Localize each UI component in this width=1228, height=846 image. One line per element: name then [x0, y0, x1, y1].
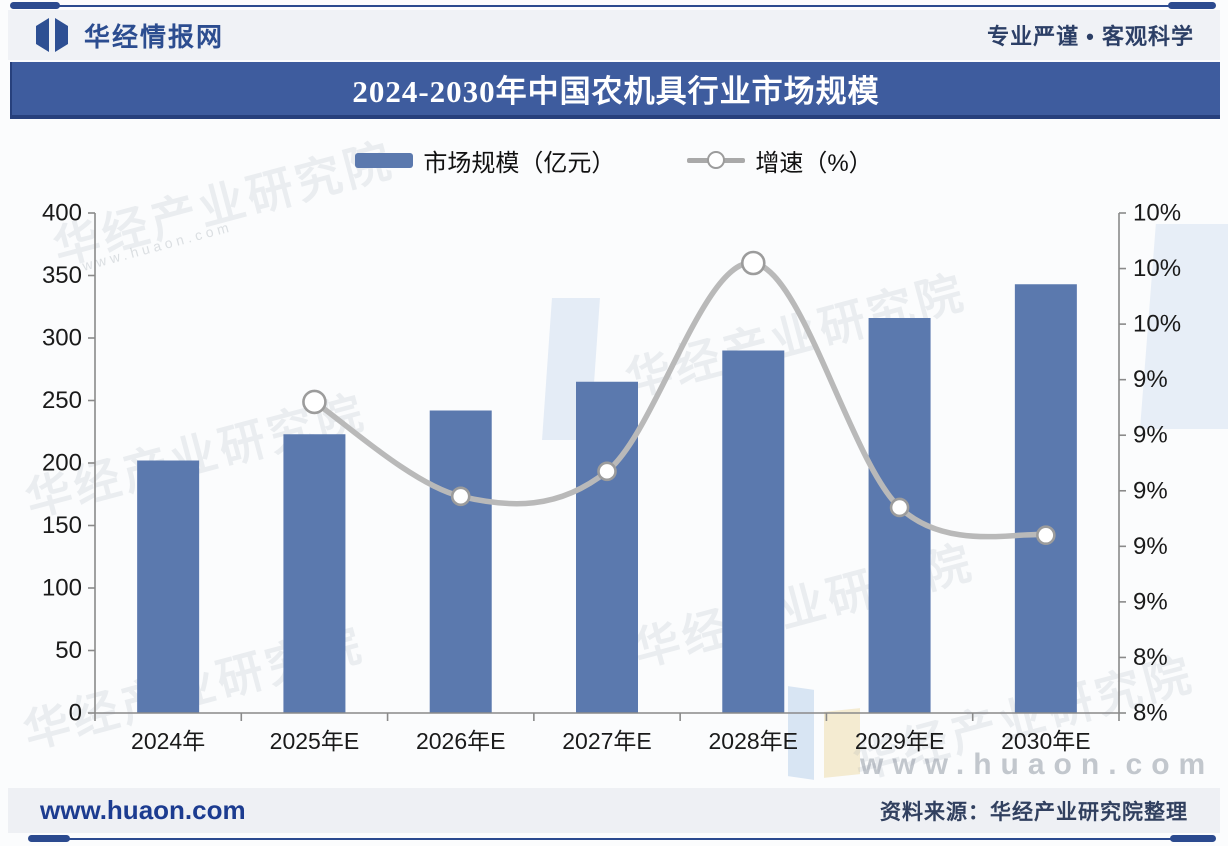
x-category-label: 2024年	[131, 728, 205, 754]
line-marker-2027年E[interactable]	[597, 461, 617, 482]
legend-label-growth: 增速（%）	[755, 149, 873, 177]
top-rule	[12, 5, 1214, 7]
y-left-tick-label: 350	[42, 262, 82, 289]
y-right-tick-label: 9%	[1133, 477, 1168, 504]
y-right-tick-label: 9%	[1133, 533, 1168, 560]
bottom-rule	[30, 838, 1214, 840]
header-slogan: 专业严谨 • 客观科学	[987, 24, 1194, 49]
legend-label-market-size: 市场规模（亿元）	[423, 149, 616, 177]
legend-item-market-size[interactable]: 市场规模（亿元）	[355, 143, 615, 178]
y-right-tick-label: 9%	[1133, 366, 1168, 393]
legend-bar-swatch-icon	[355, 152, 414, 168]
x-category-label: 2029年E	[855, 728, 945, 754]
y-right-tick-label: 9%	[1133, 588, 1168, 615]
footer: www.huaon.com 资料来源：华经产业研究院整理	[8, 788, 1220, 833]
y-left-tick-label: 400	[42, 200, 82, 227]
y-left-tick-label: 50	[55, 637, 82, 664]
header: 华经情报网 专业严谨 • 客观科学	[8, 10, 1220, 60]
chart-title: 2024-2030年中国农机具行业市场规模	[352, 74, 880, 109]
line-marker-2028年E[interactable]	[740, 250, 766, 276]
y-right-tick-label: 10%	[1133, 255, 1181, 282]
bar-2024年[interactable]	[137, 460, 200, 714]
growth-line	[311, 260, 1049, 540]
footer-site-link[interactable]: www.huaon.com	[40, 795, 246, 825]
x-category-label: 2028年E	[709, 728, 799, 754]
line-marker-2030年E[interactable]	[1036, 525, 1056, 546]
brand-name: 华经情报网	[84, 21, 225, 52]
top-rule-right-cap	[1168, 2, 1216, 9]
line-marker-2025年E[interactable]	[302, 389, 327, 415]
y-left-tick-label: 0	[69, 700, 82, 727]
x-category-label: 2025年E	[270, 728, 360, 754]
bar-2025年E[interactable]	[283, 434, 346, 713]
bottom-rule-right-cap	[1170, 835, 1216, 842]
brand-logo-icon	[34, 17, 72, 53]
y-right-tick-label: 8%	[1133, 700, 1168, 727]
bar-2030年E[interactable]	[1014, 284, 1077, 713]
y-right-tick-label: 8%	[1133, 644, 1168, 671]
y-left-tick-label: 150	[42, 512, 82, 539]
x-category-label: 2027年E	[562, 728, 652, 754]
y-right-tick-label: 9%	[1133, 422, 1168, 449]
y-right-tick-label: 10%	[1133, 311, 1181, 338]
x-category-label: 2026年E	[416, 728, 506, 754]
footer-source-text: 资料来源：华经产业研究院整理	[880, 800, 1188, 824]
x-category-label: 2030年E	[1001, 728, 1091, 754]
line-marker-2026年E[interactable]	[450, 486, 471, 507]
top-rule-left-cap	[10, 2, 60, 9]
bar-2028年E[interactable]	[722, 350, 785, 714]
y-left-tick-label: 100	[42, 575, 82, 602]
legend-item-growth[interactable]: 增速（%）	[687, 143, 873, 178]
bar-2026年E[interactable]	[429, 410, 492, 714]
chart-title-bar: 2024-2030年中国农机具行业市场规模	[10, 62, 1220, 119]
bottom-rule-left-cap	[28, 835, 70, 842]
line-marker-2029年E[interactable]	[889, 497, 910, 518]
legend-line-swatch-icon	[687, 151, 746, 169]
y-left-tick-label: 200	[42, 450, 82, 477]
y-right-tick-label: 10%	[1133, 200, 1181, 227]
bar-2027年E[interactable]	[576, 381, 638, 713]
brand: 华经情报网	[34, 17, 224, 54]
chart-legend: 市场规模（亿元） 增速（%）	[0, 138, 1228, 182]
y-left-tick-label: 300	[42, 325, 82, 352]
y-left-tick-label: 250	[42, 387, 82, 414]
